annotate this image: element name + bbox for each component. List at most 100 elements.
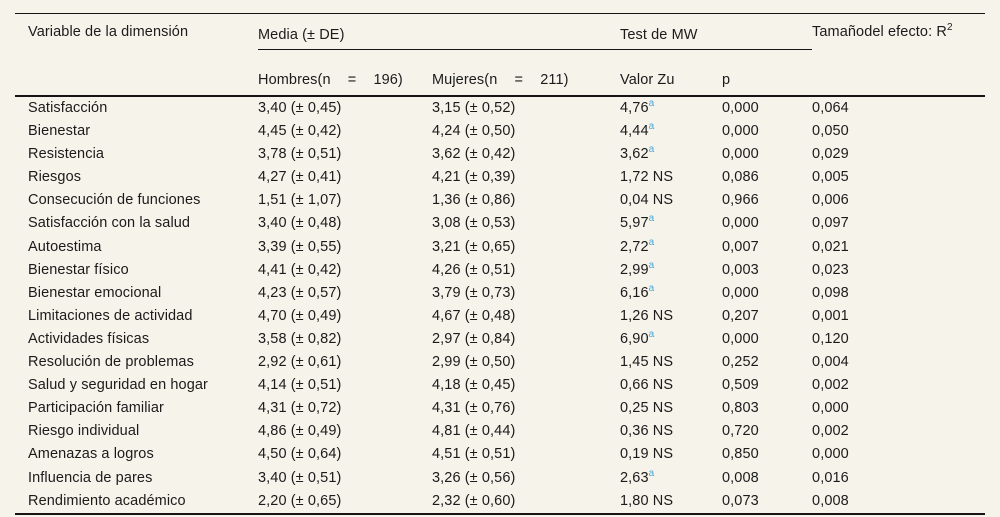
effect-size-label: Tamañodel efecto: R — [812, 24, 947, 40]
cell-hombres: 3,58 (± 0,82) — [258, 330, 342, 347]
cell-valor-z: 2,72a — [620, 236, 722, 259]
cell-variable: Satisfacción con la salud — [28, 215, 191, 232]
cell-variable: Limitaciones de actividad — [28, 307, 193, 324]
table-row: Bienestar 4,45 (± 0,42) 4,24 (± 0,50) 4,44a… — [15, 120, 985, 143]
valor-z-value: 1,80 NS — [620, 492, 674, 509]
cell-hombres: 4,41 (± 0,42) — [258, 261, 342, 278]
valor-z-value: 3,62 — [620, 146, 649, 163]
cell-p: 0,073 — [722, 492, 759, 509]
cell-hombres: 4,14 (± 0,51) — [258, 377, 342, 394]
table-row: Riesgo individual 4,86 (± 0,49) 4,81 (± 0,… — [15, 420, 985, 443]
table-row: Actividades físicas 3,58 (± 0,82) 2,97 (± … — [15, 328, 985, 351]
table-row: Bienestar emocional 4,23 (± 0,57) 3,79 (± … — [15, 282, 985, 305]
significance-superscript: a — [648, 467, 655, 479]
cell-variable: Autoestima — [28, 238, 102, 255]
cell-mujeres: 4,21 (± 0,39) — [432, 169, 516, 186]
cell-mujeres: 2,32 (± 0,60) — [432, 492, 516, 509]
table-header: Variable de la dimensión Media (± DE) Te… — [15, 13, 986, 97]
table-row: Amenazas a logros 4,50 (± 0,64) 4,51 (± 0,… — [15, 443, 985, 466]
cell-hombres: 2,92 (± 0,61) — [258, 354, 342, 371]
effect-size-superscript: 2 — [946, 22, 953, 34]
cell-r2: 0,005 — [812, 169, 849, 186]
significance-superscript: a — [648, 259, 655, 271]
cell-valor-z: 0,19 NS — [620, 443, 722, 466]
cell-hombres: 3,39 (± 0,55) — [258, 238, 342, 255]
cell-variable: Resolución de problemas — [28, 354, 194, 371]
cell-variable: Riesgos — [28, 169, 82, 186]
cell-mujeres: 3,15 (± 0,52) — [432, 100, 516, 116]
valor-z-value: 0,66 NS — [620, 377, 674, 394]
table-row: Rendimiento académico 2,20 (± 0,65) 2,32 (… — [15, 490, 985, 514]
column-group-test-mw: Test de MW — [620, 13, 813, 50]
statistics-table: Variable de la dimensión Media (± DE) Te… — [15, 13, 986, 515]
cell-p: 0,086 — [722, 169, 759, 186]
cell-variable: Actividades físicas — [28, 330, 150, 347]
cell-variable: Participación familiar — [28, 400, 164, 417]
cell-valor-z: 3,62a — [620, 143, 722, 166]
cell-mujeres: 4,67 (± 0,48) — [432, 307, 516, 324]
cell-variable: Influencia de pares — [28, 469, 153, 486]
valor-z-value: 5,97 — [620, 215, 649, 232]
cell-mujeres: 2,97 (± 0,84) — [432, 330, 516, 347]
cell-r2: 0,023 — [812, 261, 849, 278]
valor-z-value: 1,45 NS — [620, 354, 674, 371]
cell-p: 0,007 — [722, 238, 759, 255]
cell-variable: Bienestar emocional — [28, 284, 162, 301]
cell-p: 0,966 — [722, 192, 759, 209]
column-header-hombres: Hombres(n = 196) — [258, 49, 432, 97]
cell-mujeres: 4,24 (± 0,50) — [432, 123, 516, 140]
cell-mujeres: 2,99 (± 0,50) — [432, 354, 516, 371]
cell-mujeres: 3,62 (± 0,42) — [432, 146, 516, 163]
cell-valor-z: 2,63a — [620, 467, 722, 490]
cell-hombres: 3,78 (± 0,51) — [258, 146, 342, 163]
cell-variable: Resistencia — [28, 146, 105, 163]
cell-hombres: 4,45 (± 0,42) — [258, 123, 342, 140]
cell-variable: Consecución de funciones — [28, 192, 201, 209]
cell-hombres: 4,23 (± 0,57) — [258, 284, 342, 301]
cell-mujeres: 3,08 (± 0,53) — [432, 215, 516, 232]
cell-valor-z: 1,45 NS — [620, 351, 722, 374]
valor-z-value: 4,44 — [620, 123, 649, 140]
column-header-variable: Variable de la dimensión — [15, 13, 258, 97]
significance-superscript: a — [648, 121, 655, 133]
valor-z-value: 4,76 — [620, 100, 649, 116]
table-row: Satisfacción con la salud 3,40 (± 0,48) 3,… — [15, 212, 985, 235]
cell-valor-z: 1,80 NS — [620, 490, 722, 514]
column-header-valor-z: Valor Zu — [620, 49, 723, 97]
cell-hombres: 1,51 (± 1,07) — [258, 192, 342, 209]
cell-r2: 0,021 — [812, 238, 849, 255]
cell-variable: Bienestar — [28, 123, 91, 140]
cell-p: 0,509 — [722, 377, 759, 394]
cell-mujeres: 3,79 (± 0,73) — [432, 284, 516, 301]
significance-superscript: a — [648, 213, 655, 225]
cell-r2: 0,064 — [812, 100, 849, 116]
valor-z-value: 0,36 NS — [620, 423, 674, 440]
header-group-row: Variable de la dimensión Media (± DE) Te… — [15, 13, 986, 97]
cell-r2: 0,098 — [812, 284, 849, 301]
cell-p: 0,252 — [722, 354, 759, 371]
cell-p: 0,850 — [722, 446, 759, 463]
significance-superscript: a — [648, 98, 655, 110]
valor-z-value: 0,25 NS — [620, 400, 674, 417]
cell-p: 0,003 — [722, 261, 759, 278]
cell-p: 0,000 — [722, 330, 759, 347]
cell-p: 0,000 — [722, 123, 759, 140]
cell-p: 0,207 — [722, 307, 759, 324]
table-row: Limitaciones de actividad 4,70 (± 0,49) 4,… — [15, 305, 985, 328]
cell-r2: 0,000 — [812, 400, 849, 417]
cell-p: 0,000 — [722, 100, 759, 116]
valor-z-value: 6,16 — [620, 284, 649, 301]
cell-valor-z: 0,25 NS — [620, 397, 722, 420]
cell-variable: Salud y seguridad en hogar — [28, 377, 208, 394]
cell-p: 0,000 — [722, 146, 759, 163]
valor-z-value: 2,99 — [620, 261, 649, 278]
header-sub-row: Hombres(n = 196) Mujeres(n = 211) Valor … — [15, 49, 985, 97]
cell-valor-z: 1,72 NS — [620, 166, 722, 189]
column-group-media: Media (± DE) — [258, 13, 621, 50]
cell-mujeres: 3,21 (± 0,65) — [432, 238, 516, 255]
cell-r2: 0,000 — [812, 446, 849, 463]
table-row: Salud y seguridad en hogar 4,14 (± 0,51) 4… — [15, 374, 985, 397]
cell-r2: 0,006 — [812, 192, 849, 209]
cell-mujeres: 1,36 (± 0,86) — [432, 192, 516, 209]
